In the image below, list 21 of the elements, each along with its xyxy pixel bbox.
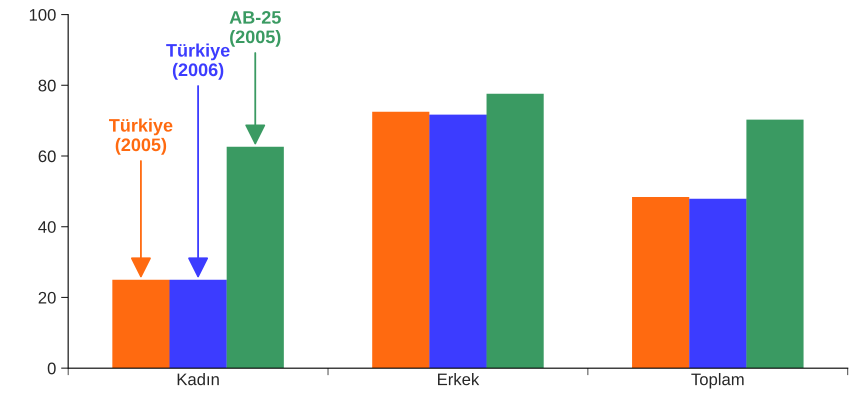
text: Türkiye (2005) — [109, 118, 172, 155]
x-tick-label: Erkek — [438, 373, 480, 386]
bar — [372, 112, 430, 368]
bar — [429, 114, 487, 368]
y-tick-label: 20 — [38, 292, 56, 304]
bar — [689, 198, 746, 368]
bar — [170, 280, 227, 368]
y-tick-label: 60 — [38, 150, 56, 162]
y-tick-label: 100 — [30, 8, 56, 21]
bar — [746, 120, 804, 368]
x-tick-label: Kadın — [178, 373, 219, 386]
bar — [226, 146, 284, 368]
bar — [112, 280, 170, 368]
text: AB-25 (2005) — [230, 11, 281, 47]
y-tick-label: 0 — [48, 362, 56, 374]
x-tick-label: Toplam — [691, 373, 744, 389]
text: Türkiye (2006) — [166, 43, 230, 80]
bar — [632, 197, 690, 368]
bar — [486, 94, 544, 368]
y-tick-label: 80 — [38, 80, 56, 92]
y-tick-label: 40 — [38, 221, 56, 233]
